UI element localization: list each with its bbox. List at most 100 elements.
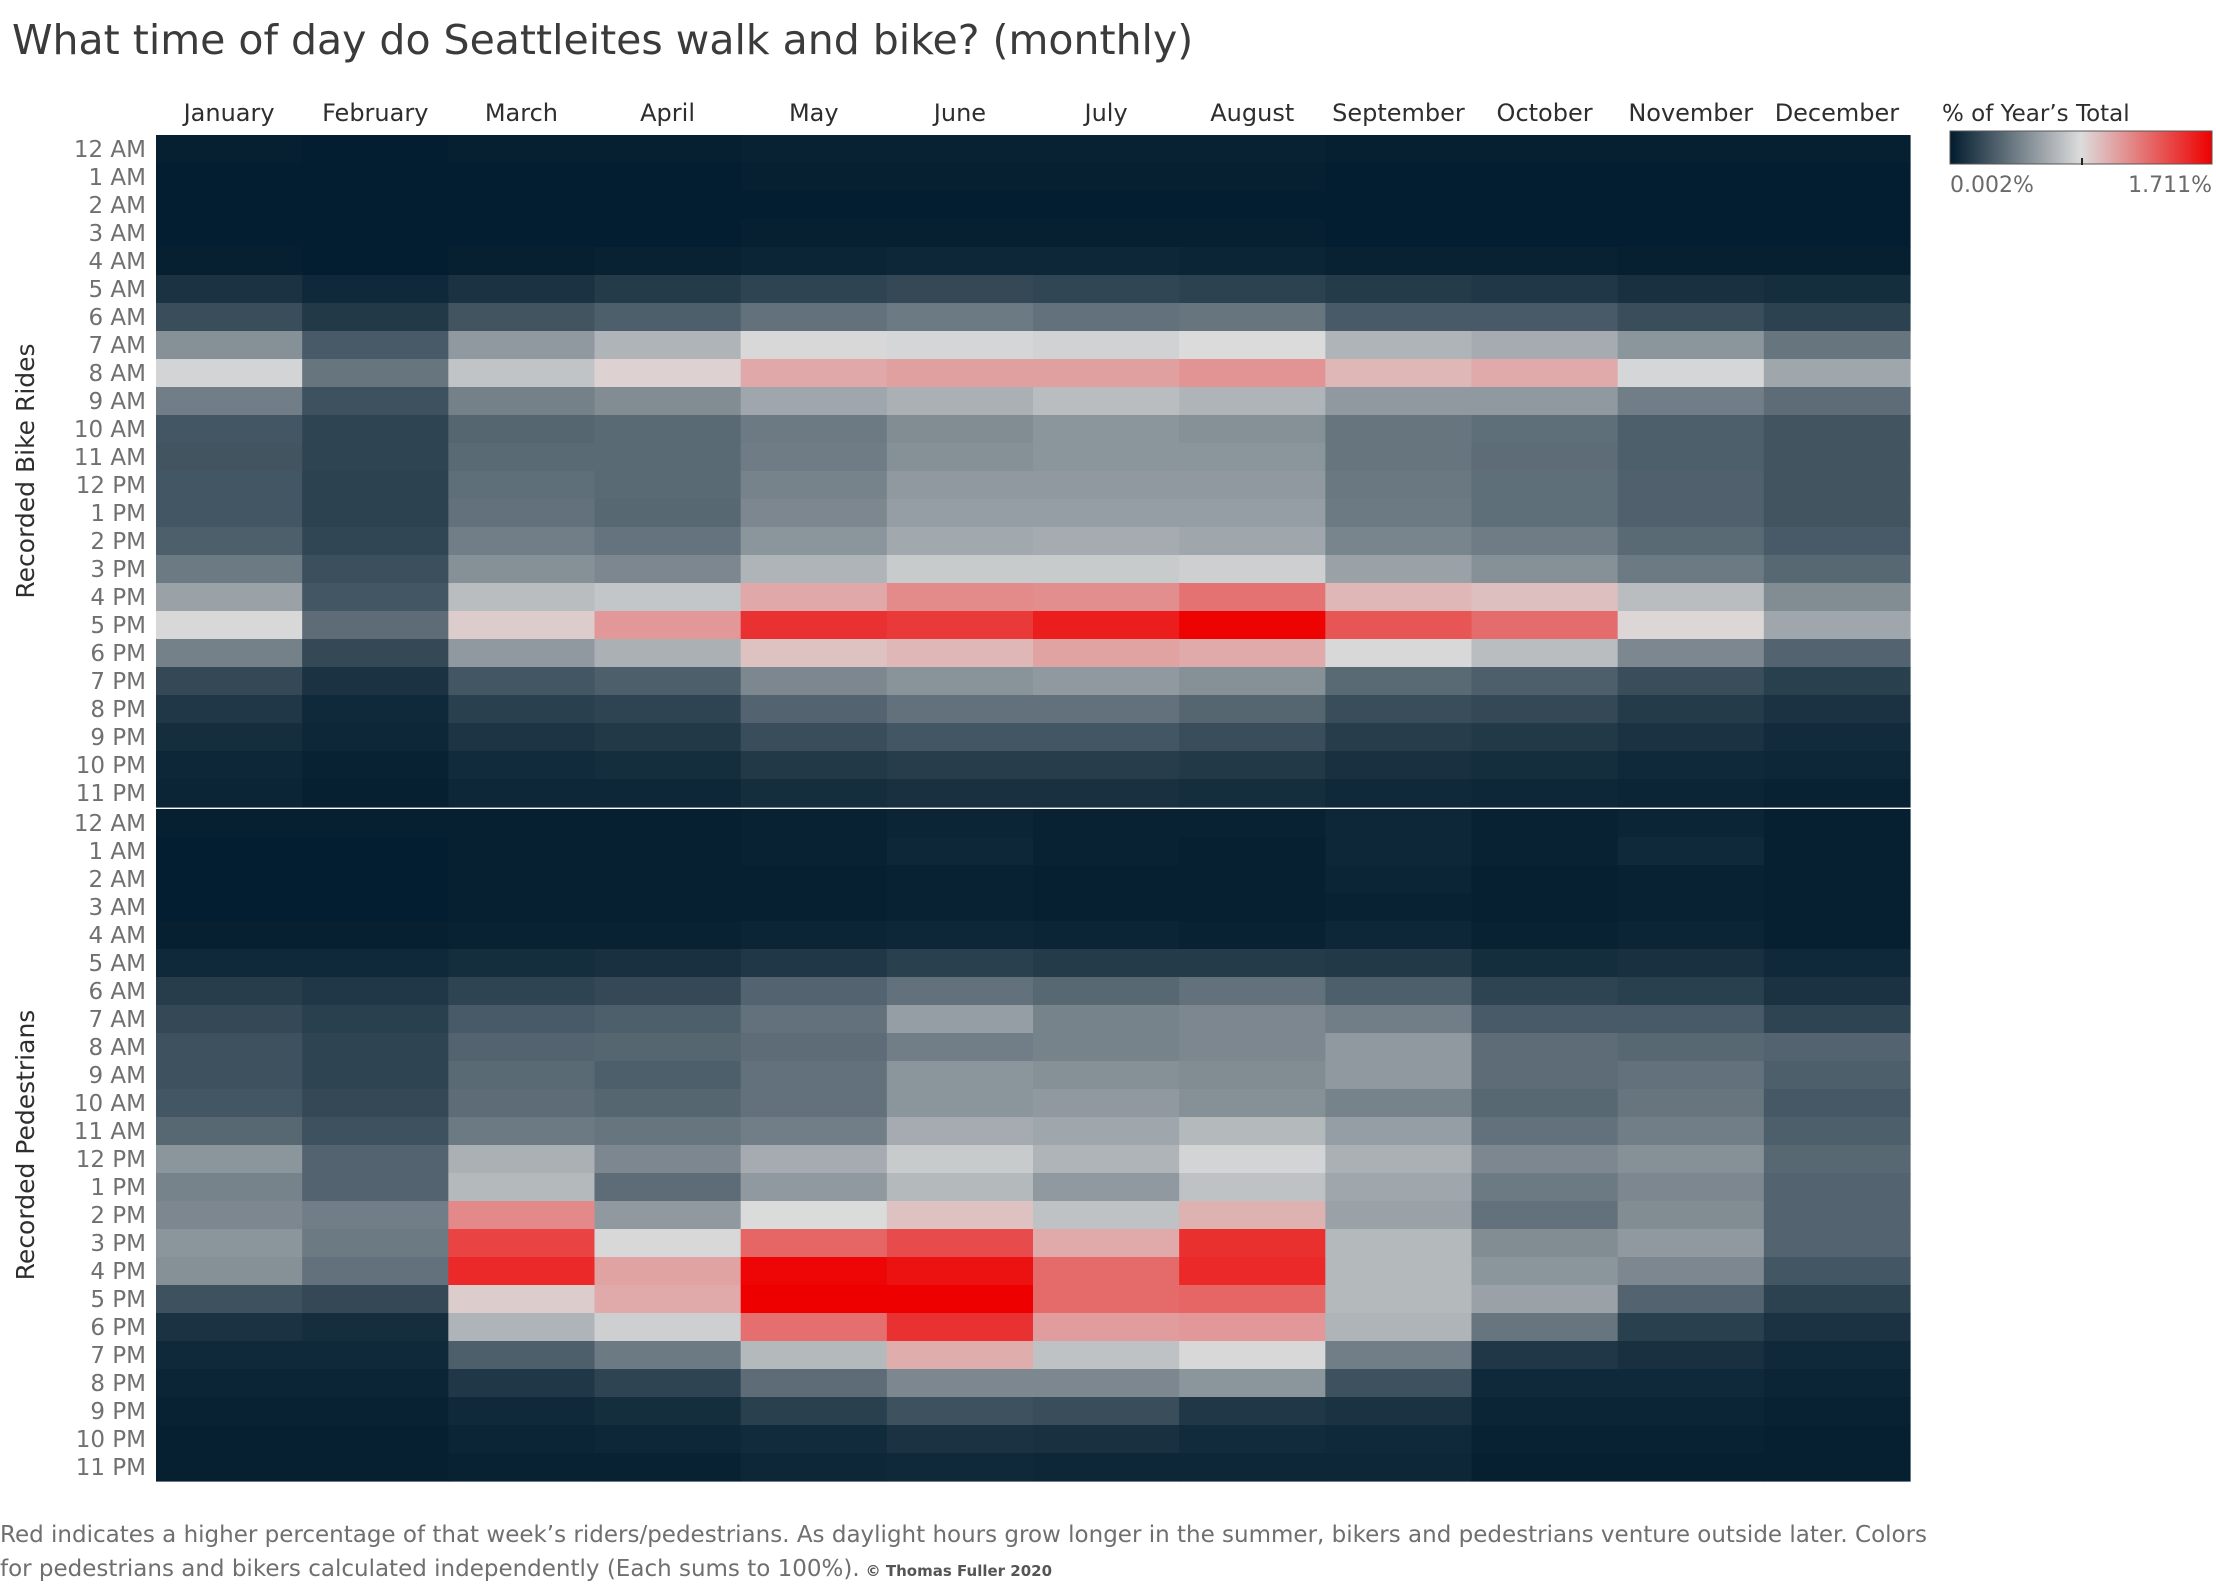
heatmap-cell-recorded-pedestrians-november-6-pm bbox=[1617, 1313, 1765, 1342]
heatmap-cell-recorded-bike-rides-february-7-am bbox=[302, 331, 449, 360]
heatmap-cell-recorded-pedestrians-march-10-am bbox=[448, 1089, 596, 1118]
month-header-september: September bbox=[1332, 99, 1465, 127]
heatmap-cell-recorded-pedestrians-september-7-pm bbox=[1325, 1341, 1473, 1370]
heatmap-cell-recorded-bike-rides-july-3-am bbox=[1033, 219, 1180, 248]
heatmap-cell-recorded-bike-rides-march-5-am bbox=[448, 275, 596, 304]
heatmap-cell-recorded-pedestrians-january-10-pm bbox=[156, 1425, 303, 1454]
heatmap-cell-recorded-pedestrians-june-3-am bbox=[886, 893, 1034, 922]
heatmap-cell-recorded-pedestrians-september-8-am bbox=[1325, 1033, 1473, 1062]
heatmap-cell-recorded-pedestrians-june-2-am bbox=[886, 865, 1034, 894]
heatmap-cell-recorded-pedestrians-march-4-am bbox=[448, 921, 596, 950]
heatmap-cell-recorded-bike-rides-december-8-pm bbox=[1763, 695, 1911, 724]
heatmap-cell-recorded-pedestrians-february-10-am bbox=[302, 1089, 449, 1118]
heatmap-cell-recorded-bike-rides-july-10-pm bbox=[1033, 751, 1180, 780]
hour-label-11-am: 11 AM bbox=[74, 445, 146, 471]
heatmap-cell-recorded-bike-rides-march-2-pm bbox=[448, 527, 596, 556]
heatmap-cell-recorded-pedestrians-february-9-am bbox=[302, 1061, 449, 1090]
hour-label-4-pm: 4 PM bbox=[90, 1259, 146, 1285]
heatmap-cell-recorded-pedestrians-november-11-am bbox=[1617, 1117, 1765, 1146]
heatmap-cell-recorded-pedestrians-march-6-pm bbox=[448, 1313, 596, 1342]
heatmap-cell-recorded-pedestrians-july-10-pm bbox=[1033, 1425, 1180, 1454]
heatmap-cell-recorded-bike-rides-july-3-pm bbox=[1033, 555, 1180, 584]
heatmap-cell-recorded-bike-rides-january-1-pm bbox=[156, 499, 303, 528]
heatmap-cell-recorded-pedestrians-june-12-am bbox=[886, 809, 1034, 838]
heatmap-cell-recorded-pedestrians-december-10-am bbox=[1763, 1089, 1911, 1118]
hour-label-5-am: 5 AM bbox=[88, 951, 146, 977]
heatmap-cell-recorded-bike-rides-june-11-pm bbox=[886, 779, 1034, 808]
heatmap-cell-recorded-bike-rides-march-8-am bbox=[448, 359, 596, 388]
hour-label-10-am: 10 AM bbox=[74, 417, 146, 443]
month-header-july: July bbox=[1082, 99, 1127, 127]
heatmap-cell-recorded-pedestrians-january-8-pm bbox=[156, 1369, 303, 1398]
heatmap-cell-recorded-pedestrians-march-5-pm bbox=[448, 1285, 596, 1314]
heatmap-cell-recorded-pedestrians-november-9-pm bbox=[1617, 1397, 1765, 1426]
hour-label-1-pm: 1 PM bbox=[90, 1175, 146, 1201]
heatmap-cell-recorded-pedestrians-april-10-pm bbox=[594, 1425, 742, 1454]
heatmap-cell-recorded-bike-rides-may-1-am bbox=[740, 163, 888, 192]
heatmap-cell-recorded-bike-rides-august-10-am bbox=[1179, 415, 1326, 444]
heatmap-cell-recorded-bike-rides-august-5-am bbox=[1179, 275, 1326, 304]
heatmap-cell-recorded-bike-rides-september-10-pm bbox=[1325, 751, 1473, 780]
hour-label-8-am: 8 AM bbox=[88, 361, 146, 387]
heatmap-cell-recorded-pedestrians-february-7-pm bbox=[302, 1341, 449, 1370]
heatmap-cell-recorded-pedestrians-january-5-pm bbox=[156, 1285, 303, 1314]
heatmap-cell-recorded-pedestrians-may-1-am bbox=[740, 837, 888, 866]
heatmap-cell-recorded-bike-rides-april-5-am bbox=[594, 275, 742, 304]
heatmap-cell-recorded-bike-rides-april-12-pm bbox=[594, 471, 742, 500]
heatmap-cell-recorded-bike-rides-november-2-pm bbox=[1617, 527, 1765, 556]
heatmap-cell-recorded-pedestrians-august-6-pm bbox=[1179, 1313, 1326, 1342]
heatmap-cell-recorded-bike-rides-april-6-am bbox=[594, 303, 742, 332]
hour-label-6-am: 6 AM bbox=[88, 979, 146, 1005]
heatmap-cell-recorded-pedestrians-april-7-pm bbox=[594, 1341, 742, 1370]
heatmap-cell-recorded-bike-rides-february-6-am bbox=[302, 303, 449, 332]
heatmap-cell-recorded-pedestrians-july-5-am bbox=[1033, 949, 1180, 978]
heatmap-cell-recorded-pedestrians-june-10-am bbox=[886, 1089, 1034, 1118]
heatmap-cell-recorded-bike-rides-april-10-pm bbox=[594, 751, 742, 780]
heatmap-cell-recorded-pedestrians-may-11-pm bbox=[740, 1453, 888, 1482]
heatmap-cell-recorded-pedestrians-december-4-am bbox=[1763, 921, 1911, 950]
heatmap-cell-recorded-pedestrians-april-11-pm bbox=[594, 1453, 742, 1482]
heatmap-cell-recorded-bike-rides-september-11-pm bbox=[1325, 779, 1473, 808]
heatmap-cell-recorded-pedestrians-august-9-am bbox=[1179, 1061, 1326, 1090]
heatmap-cell-recorded-bike-rides-august-8-pm bbox=[1179, 695, 1326, 724]
heatmap-cell-recorded-bike-rides-july-1-am bbox=[1033, 163, 1180, 192]
heatmap-cell-recorded-bike-rides-august-12-am bbox=[1179, 135, 1326, 164]
heatmap-cell-recorded-bike-rides-january-2-pm bbox=[156, 527, 303, 556]
heatmap-cell-recorded-bike-rides-march-5-pm bbox=[448, 611, 596, 640]
hour-label-4-am: 4 AM bbox=[88, 249, 146, 275]
heatmap-cell-recorded-pedestrians-march-3-am bbox=[448, 893, 596, 922]
heatmap-cell-recorded-bike-rides-march-1-pm bbox=[448, 499, 596, 528]
heatmap-cell-recorded-pedestrians-may-9-pm bbox=[740, 1397, 888, 1426]
heatmap-cell-recorded-bike-rides-july-12-am bbox=[1033, 135, 1180, 164]
heatmap-cell-recorded-pedestrians-may-1-pm bbox=[740, 1173, 888, 1202]
heatmap-cell-recorded-pedestrians-july-4-am bbox=[1033, 921, 1180, 950]
heatmap-cell-recorded-bike-rides-may-12-pm bbox=[740, 471, 888, 500]
heatmap-cell-recorded-pedestrians-february-3-pm bbox=[302, 1229, 449, 1258]
heatmap-cell-recorded-pedestrians-march-11-am bbox=[448, 1117, 596, 1146]
heatmap-cell-recorded-pedestrians-november-5-am bbox=[1617, 949, 1765, 978]
hour-label-2-pm: 2 PM bbox=[90, 1203, 146, 1229]
heatmap-cell-recorded-pedestrians-july-11-pm bbox=[1033, 1453, 1180, 1482]
heatmap-cell-recorded-pedestrians-september-2-am bbox=[1325, 865, 1473, 894]
heatmap-cell-recorded-bike-rides-september-11-am bbox=[1325, 443, 1473, 472]
heatmap-cell-recorded-bike-rides-august-1-am bbox=[1179, 163, 1326, 192]
heatmap-cell-recorded-bike-rides-september-8-pm bbox=[1325, 695, 1473, 724]
heatmap-cell-recorded-bike-rides-november-12-am bbox=[1617, 135, 1765, 164]
heatmap-cell-recorded-bike-rides-october-7-pm bbox=[1471, 667, 1619, 696]
heatmap-cell-recorded-pedestrians-march-12-pm bbox=[448, 1145, 596, 1174]
heatmap-cell-recorded-pedestrians-november-12-am bbox=[1617, 809, 1765, 838]
heatmap-cell-recorded-bike-rides-december-10-am bbox=[1763, 415, 1911, 444]
heatmap-cell-recorded-bike-rides-may-3-pm bbox=[740, 555, 888, 584]
panel-recorded-bike-rides: Recorded Bike Rides 12 AM1 AM2 AM3 AM4 AM… bbox=[11, 135, 1911, 808]
heatmap-cell-recorded-pedestrians-december-12-am bbox=[1763, 809, 1911, 838]
heatmap-cell-recorded-bike-rides-may-8-am bbox=[740, 359, 888, 388]
heatmap-cell-recorded-bike-rides-may-10-pm bbox=[740, 751, 888, 780]
heatmap-cell-recorded-bike-rides-july-5-am bbox=[1033, 275, 1180, 304]
hour-label-8-pm: 8 PM bbox=[90, 1371, 146, 1397]
hour-label-10-am: 10 AM bbox=[74, 1091, 146, 1117]
heatmap-cell-recorded-bike-rides-november-8-pm bbox=[1617, 695, 1765, 724]
heatmap-cell-recorded-bike-rides-october-9-am bbox=[1471, 387, 1619, 416]
heatmap-cell-recorded-bike-rides-november-10-pm bbox=[1617, 751, 1765, 780]
heatmap-cell-recorded-pedestrians-march-7-am bbox=[448, 1005, 596, 1034]
